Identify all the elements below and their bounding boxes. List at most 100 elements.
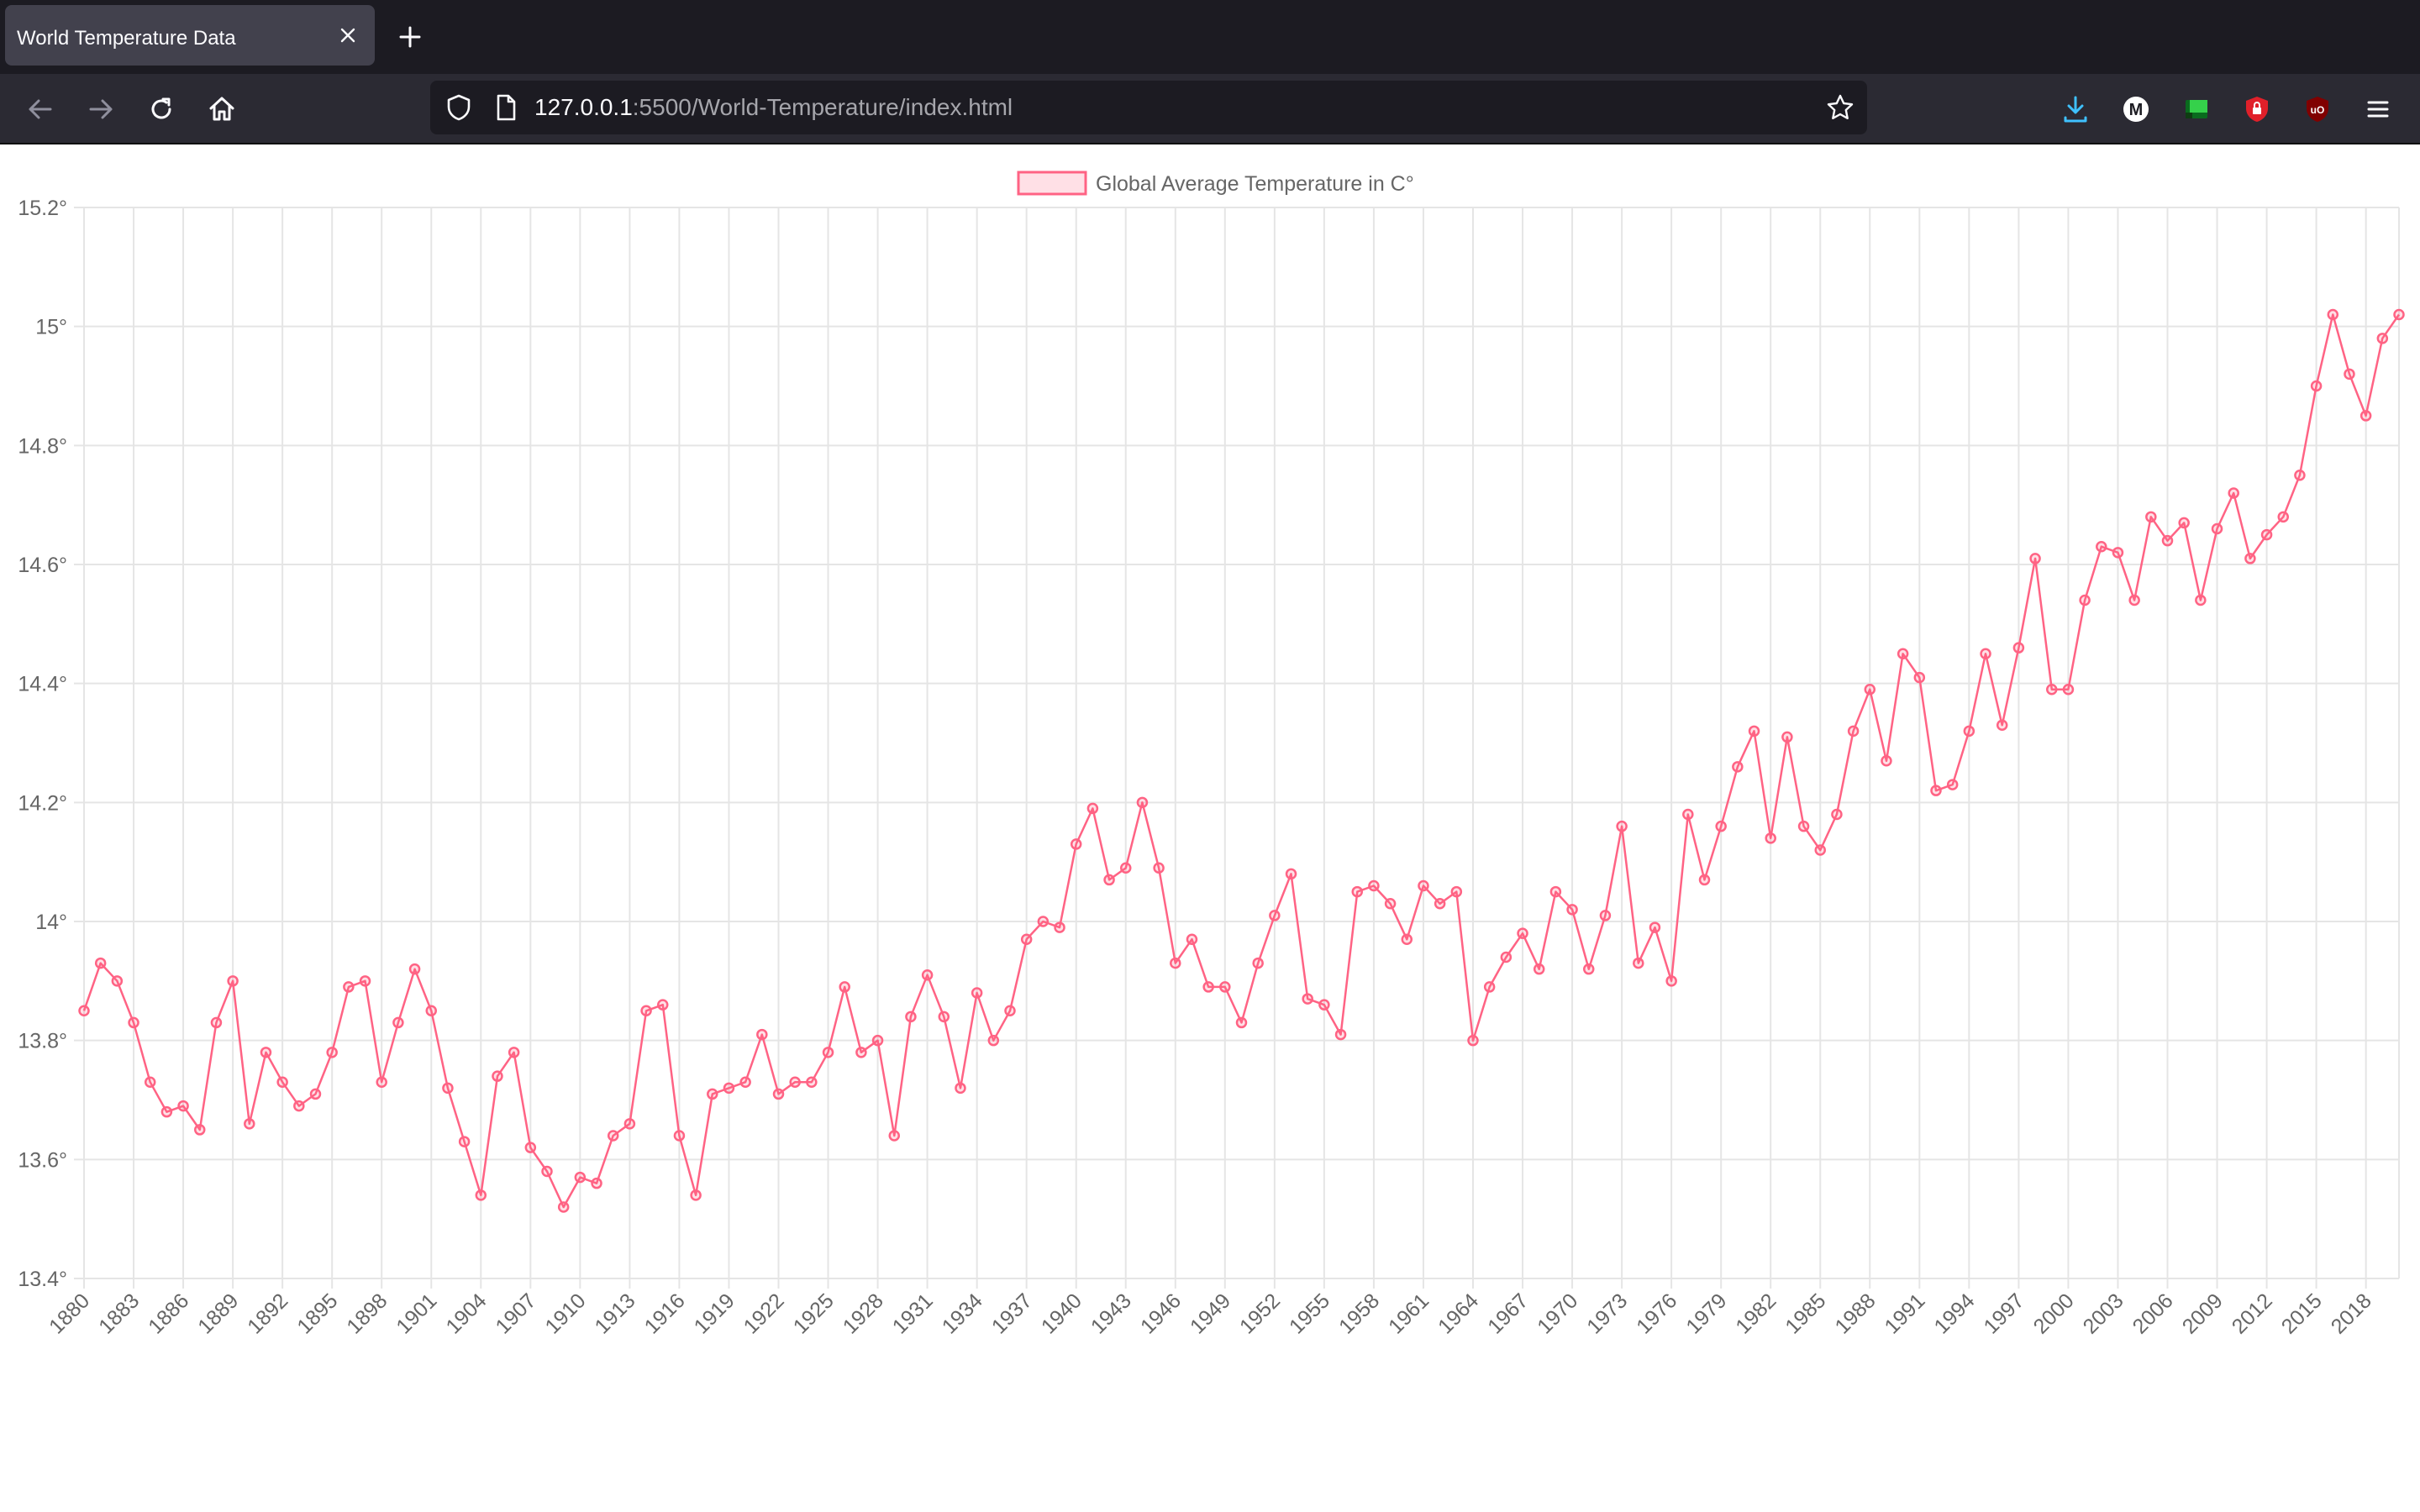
data-point (1698, 874, 1711, 886)
x-tick-label: 1919 (690, 1289, 739, 1338)
data-point (1913, 671, 1926, 684)
data-point (623, 1118, 636, 1130)
new-tab-icon[interactable] (392, 18, 429, 55)
data-point (1020, 933, 1033, 945)
hamburger-menu-icon[interactable] (2360, 91, 2396, 128)
data-point (78, 1005, 90, 1016)
data-point (1368, 879, 1380, 892)
data-point (1318, 999, 1330, 1011)
data-point (938, 1011, 950, 1023)
data-point (2360, 410, 2372, 422)
data-point (1649, 921, 1661, 933)
data-point (2228, 487, 2239, 499)
data-point (1334, 1028, 1347, 1041)
x-tick-label: 1931 (888, 1289, 938, 1338)
x-axis-ticks: 1880 1883 1886 1889 1892 1895 1898 1901 1904 1907… (45, 1289, 2376, 1338)
data-point (1549, 885, 1562, 898)
data-point (2260, 528, 2273, 541)
x-tick-label: 2018 (2327, 1289, 2376, 1338)
download-icon[interactable] (2057, 91, 2094, 128)
data-point (2046, 684, 2058, 696)
data-point (657, 999, 669, 1011)
x-tick-label: 2006 (2128, 1289, 2178, 1338)
data-point (1831, 808, 1843, 821)
data-point (160, 1105, 173, 1118)
data-point (194, 1124, 206, 1136)
data-point (2112, 547, 2124, 559)
reload-icon[interactable] (139, 87, 183, 131)
data-point (690, 1189, 702, 1201)
x-tick-label: 1952 (1235, 1289, 1285, 1338)
close-icon[interactable] (329, 17, 366, 54)
data-point (2310, 380, 2323, 392)
x-tick-label: 1970 (1533, 1289, 1582, 1338)
data-point (1153, 862, 1165, 874)
x-tick-label: 1898 (342, 1289, 392, 1338)
tab-world-temperature[interactable]: World Temperature Data (5, 5, 375, 66)
x-tick-label: 1892 (243, 1289, 292, 1338)
data-point (1881, 755, 1892, 767)
data-point (640, 1005, 652, 1016)
y-tick-label: 13.6° (18, 1148, 67, 1172)
data-point (1037, 916, 1050, 927)
ublock-icon[interactable]: uO (2299, 91, 2336, 128)
red-lock-extension-icon[interactable] (2238, 91, 2275, 128)
data-point (541, 1165, 553, 1178)
data-point (1748, 725, 1760, 738)
arrow-right-icon[interactable] (79, 87, 123, 131)
data-point (1235, 1016, 1248, 1029)
data-point (359, 975, 371, 987)
m-extension-icon[interactable]: M (2118, 91, 2154, 128)
x-tick-label: 1901 (392, 1289, 441, 1338)
data-point (1765, 832, 1776, 844)
data-point (1797, 820, 1810, 832)
x-tick-label: 1916 (640, 1289, 690, 1338)
url-text[interactable]: 127.0.0.1:5500/World-Temperature/index.h… (534, 81, 1013, 134)
data-point (987, 1034, 1000, 1047)
chart-legend[interactable]: Global Average Temperature in C° (1017, 171, 1414, 196)
data-point (2376, 333, 2389, 344)
data-point (144, 1076, 156, 1088)
home-icon[interactable] (200, 87, 244, 131)
x-tick-label: 2012 (2228, 1289, 2277, 1338)
x-tick-label: 1886 (144, 1289, 193, 1338)
chart-area: Global Average Temperature in C° 15.2° 15… (0, 144, 2420, 1512)
data-point (1682, 808, 1694, 821)
svg-text:uO: uO (2311, 104, 2325, 116)
data-point (2029, 553, 2041, 564)
x-tick-label: 1991 (1880, 1289, 1929, 1338)
green-extension-icon[interactable] (2178, 91, 2215, 128)
y-axis-ticks: 15.2° 15° 14.8° 14.6° 14.4° 14.2° 14° 13.8° 13.6… (18, 197, 67, 1291)
navigation-toolbar: 127.0.0.1:5500/World-Temperature/index.h… (0, 74, 2420, 144)
data-point (772, 1088, 785, 1100)
data-point (177, 1100, 189, 1112)
data-point (1269, 910, 1281, 921)
temperature-line-chart: Global Average Temperature in C° 15.2°15… (18, 171, 2405, 1339)
y-tick-label: 14.4° (18, 673, 67, 696)
data-point (591, 1177, 602, 1189)
url-bar[interactable]: 127.0.0.1:5500/World-Temperature/index.h… (430, 81, 1867, 134)
data-point (1070, 838, 1082, 850)
svg-text:M: M (2129, 101, 2144, 119)
shield-icon[interactable] (444, 92, 474, 123)
data-point (2012, 642, 2025, 654)
data-point (557, 1201, 570, 1213)
x-tick-label: 1997 (1980, 1289, 2029, 1338)
x-tick-label: 1982 (1731, 1289, 1781, 1338)
series-line (82, 313, 2401, 1209)
data-point (1500, 951, 1512, 963)
data-point (343, 981, 355, 993)
data-point (1930, 785, 1942, 796)
data-point (2128, 594, 2140, 606)
data-point (971, 987, 983, 999)
star-icon[interactable] (1825, 92, 1855, 123)
data-point (442, 1082, 454, 1095)
data-point (839, 981, 850, 993)
data-point (2079, 594, 2091, 606)
data-point (326, 1047, 338, 1058)
data-point (2096, 541, 2107, 553)
x-tick-label: 1943 (1086, 1289, 1136, 1338)
data-point (1384, 898, 1397, 910)
data-point (475, 1189, 487, 1201)
arrow-left-icon[interactable] (18, 87, 62, 131)
